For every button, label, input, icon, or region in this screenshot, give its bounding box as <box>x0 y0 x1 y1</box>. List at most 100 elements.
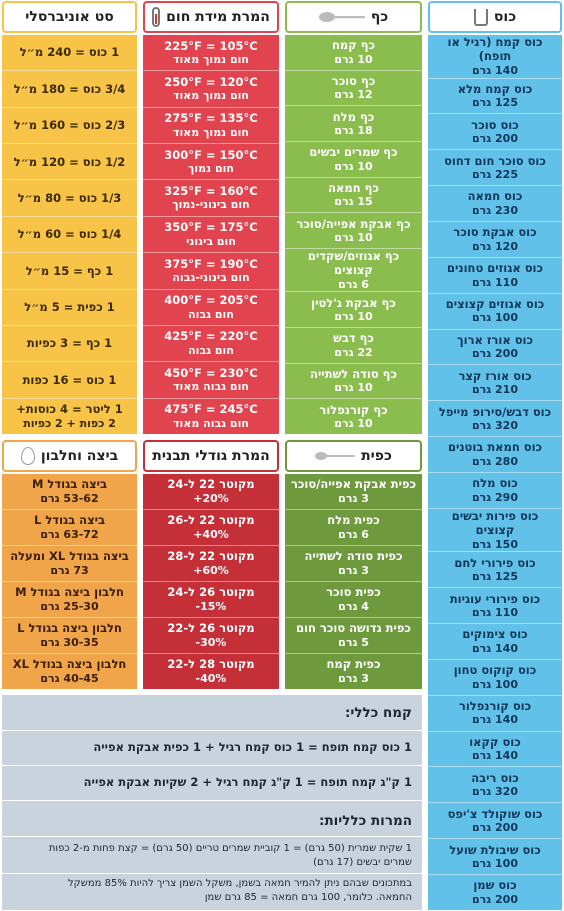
list-item: כוס פירורי עוגיות 110 גרם <box>428 588 562 625</box>
general-note-1a: 1 שקית שמרית (50 גרם) = 1 קוביית שמרים ט… <box>48 843 412 854</box>
universal-title: סט אוניברסלי <box>25 9 114 25</box>
list-item: 1/3 כוס = 80 מ״ל <box>2 180 137 217</box>
teaspoon-list: כפית אבקת אפייה/סוכר 3 גרם כפית מלח 6 גרם … <box>285 474 422 689</box>
list-item: 425°F = 220°C חום גבוה <box>143 326 279 363</box>
general-note-2b: החמאה. כלומר, 100 גרם חמאה = 85 גרם שמן <box>204 892 412 903</box>
list-item: כפית גדושה סוכר חום 5 גרם <box>285 618 422 654</box>
eggs-list: ביצה בגודל M 53-62 גרם ביצה בגודל L 63-72 … <box>2 474 137 689</box>
list-item: 300°F = 150°C חום נמוך <box>143 144 279 181</box>
list-item: ביצה בגודל M 53-62 גרם <box>2 474 137 510</box>
list-item: 1 כוס = 16 כפות <box>2 362 137 399</box>
list-item: כוס קמח (רגיל או תופח) 140 גרם <box>428 35 562 79</box>
list-item: חלבון ביצה בגודל M 25-30 גרם <box>2 582 137 618</box>
list-item: כף קורנפלור 10 גרם <box>319 402 388 431</box>
header-teaspoon: כפית <box>285 440 422 472</box>
divider <box>2 765 422 766</box>
thermometer-icon <box>152 7 161 27</box>
header-pans: המרת גודלי תבנית <box>143 440 279 472</box>
spoon-list: כף קמח 10 גרם כף סוכר 12 גרם כף מלח 18 גרם … <box>285 35 422 434</box>
list-item: 1 כף = 15 מ״ל <box>2 253 137 290</box>
list-item: כוס סוכר חום דחוס 225 גרם <box>428 150 562 187</box>
header-spoon: כף <box>285 1 422 33</box>
list-item: 1/2 כוס = 120 מ״ל <box>2 144 137 181</box>
list-item: מקוטר 26 ל-24 -15% <box>143 582 279 618</box>
general-note-2a: במתכונים שבהם ניתן להמיר חמאה בשמן, משקל… <box>68 878 412 889</box>
divider <box>2 836 422 837</box>
list-item: כף סודה לשתייה 10 גרם <box>285 364 422 400</box>
flour-title: קמח כללי: <box>344 705 412 721</box>
list-item: 325°F = 160°C חום בינוני-נמוך <box>143 180 279 217</box>
list-item: מקוטר 28 ל-22 -40% <box>167 657 255 685</box>
list-item: כף חמאה 15 גרם <box>285 178 422 214</box>
list-item: 250°F = 120°C חום נמוך מאוד <box>143 71 279 108</box>
list-item: 475°F = 245°C חום גבוה מאוד <box>164 402 258 430</box>
universal-list: 1 כוס = 240 מ״ל 3/4 כוס = 180 מ״ל 2/3 כו… <box>2 35 137 434</box>
list-item: כפית סוכר 4 גרם <box>285 582 422 618</box>
list-item: כוס סוכר 200 גרם <box>428 114 562 151</box>
list-item: כוס קקאו 140 גרם <box>428 732 562 768</box>
list-item: כוס שוקולד צ'יפס 200 גרם <box>428 803 562 840</box>
general-title: המרות כלליות: <box>319 813 412 829</box>
list-item: כף מלח 18 גרם <box>285 106 422 142</box>
pans-list: מקוטר 22 ל-24 +20% מקוטר 22 ל-26 +40% מקוט… <box>143 474 279 689</box>
list-item: כף דבש 22 גרם <box>285 328 422 364</box>
list-item: מקוטר 22 ל-28 +60% <box>143 546 279 582</box>
list-item: כוס אגוזים טחונים 110 גרם <box>428 258 562 294</box>
list-item: כוס צימוקים 140 גרם <box>428 624 562 660</box>
flour-note-1: 1 כוס קמח תופח = 1 כוס קמח רגיל + 1 כפית… <box>93 740 412 754</box>
cup-title: כוס <box>493 9 517 25</box>
spoon-icon <box>318 10 365 24</box>
list-item: כוס שיבולת שועל 100 גרם <box>428 839 562 876</box>
list-item: 1 כפית = 5 מ״ל <box>2 290 137 326</box>
list-item: חלבון ביצה בגודל XL 40-45 גרם <box>12 657 127 685</box>
list-item: כפית מלח 6 גרם <box>285 510 422 546</box>
list-item: ביצה בגודל XL ומעלה 73 גרם <box>2 546 137 582</box>
notes-box: קמח כללי: 1 כוס קמח תופח = 1 כוס קמח רגי… <box>2 695 422 910</box>
list-item: כוס קוקוס טחון 100 גרם <box>428 660 562 696</box>
list-item: כוס פירורי לחם 125 גרם <box>428 552 562 589</box>
list-item: כוס אגוזים קצוצים 100 גרם <box>428 294 562 330</box>
egg-icon <box>20 447 35 465</box>
header-temperature: המרת מידת חום <box>143 1 279 33</box>
list-item: 350°F = 175°C חום בינוני <box>143 217 279 254</box>
cup-list: כוס קמח (רגיל או תופח) 140 גרם כוס קמח מל… <box>428 35 562 910</box>
list-item: כף אבקת ג'לטין 10 גרם <box>285 292 422 329</box>
list-item: כוס חמאה 230 גרם <box>428 186 562 222</box>
list-item: כוס מלח 290 גרם <box>428 473 562 509</box>
divider <box>2 730 422 731</box>
header-cup: כוס <box>428 1 562 33</box>
eggs-title: ביצה וחלבון <box>40 448 119 464</box>
list-item: כף קמח 10 גרם <box>285 35 422 71</box>
list-item: 1 כוס = 240 מ״ל <box>2 35 137 72</box>
list-item: כוס דבש/סירופ מייפל 320 גרם <box>428 401 562 438</box>
list-item: 3/4 כוס = 180 מ״ל <box>2 71 137 108</box>
list-item: כף אבקת אפייה/סוכר 10 גרם <box>285 213 422 249</box>
list-item: 400°F = 205°C חום גבוה <box>143 290 279 326</box>
list-item: כף סוכר 12 גרם <box>285 71 422 107</box>
list-item: כוס אורז ארוך 200 גרם <box>428 330 562 366</box>
list-item: כפית קמח 3 גרם <box>326 657 381 685</box>
list-item: 1 כף = 3 כפיות <box>2 326 137 363</box>
pans-title: המרת גודלי תבנית <box>152 448 270 464</box>
list-item: כפית סודה לשתייה 3 גרם <box>285 546 422 582</box>
list-item: כוס ריבה 320 גרם <box>428 767 562 804</box>
list-item: ביצה בגודל L 63-72 גרם <box>2 510 137 546</box>
list-item: 450°F = 230°C חום גבוה מאוד <box>143 362 279 399</box>
header-universal: סט אוניברסלי <box>2 1 137 33</box>
header-eggs: ביצה וחלבון <box>2 440 137 472</box>
spoon-title: כף <box>370 9 389 25</box>
list-item: כף שמרים יבשים 10 גרם <box>285 142 422 178</box>
divider <box>2 873 422 874</box>
general-note-1b: שמרים יבשים (17 גרם) <box>313 857 412 868</box>
list-item: 2/3 כוס = 160 מ״ל <box>2 108 137 145</box>
teaspoon-icon <box>315 450 356 462</box>
list-item: 225°F = 105°C חום נמוך מאוד <box>143 35 279 72</box>
list-item: כף אגוזים/שקדים קצוצים 6 גרם <box>285 249 422 293</box>
list-item: כוס קורנפלור 140 גרם <box>428 696 562 732</box>
measuring-cup-icon <box>473 8 488 26</box>
list-item: כוס קמח מלא 125 גרם <box>428 79 562 115</box>
list-item: חלבון ביצה בגודל L 30-35 גרם <box>2 618 137 654</box>
list-item: מקוטר 22 ל-24 +20% <box>143 474 279 510</box>
list-item: כוס פירות יבשים קצוצים 150 גרם <box>428 509 562 553</box>
list-item: 275°F = 135°C חום נמוך מאוד <box>143 108 279 145</box>
